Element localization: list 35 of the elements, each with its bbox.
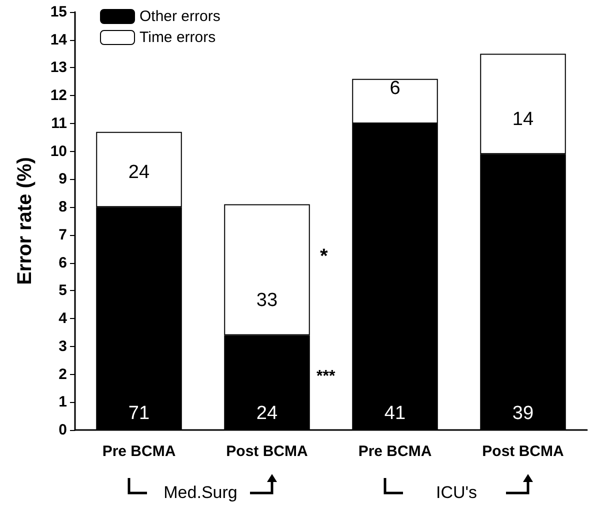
annotation: 24: [256, 403, 278, 425]
y-tick-label: 9: [58, 170, 67, 188]
annotation: 41: [384, 403, 406, 425]
y-tick-label: 2: [58, 366, 67, 383]
y-tick-label: 11: [51, 114, 67, 132]
annotation: 71: [128, 403, 150, 425]
x-tick-label: Pre BCMA: [102, 443, 176, 460]
x-tick-label: Post BCMA: [482, 443, 564, 460]
annotation: ***: [316, 368, 336, 386]
y-tick-label: 12: [50, 87, 67, 104]
legend-label: Time errors: [140, 29, 216, 46]
text: Med.Surg: [164, 483, 238, 503]
y-tick-label: 3: [58, 338, 67, 355]
x-tick-label: Pre BCMA: [358, 443, 432, 460]
y-tick-label: 5: [58, 282, 67, 300]
annotation: 24: [128, 162, 150, 184]
y-tick-label: 8: [58, 198, 67, 216]
y-tick-label: 0: [58, 422, 67, 438]
y-axis-title: Error rate (%): [14, 157, 36, 285]
y-tick-label: 6: [58, 254, 67, 272]
legend-label: Other errors: [140, 8, 220, 25]
annotation: *: [320, 246, 328, 269]
y-tick-label: 13: [50, 59, 67, 76]
annotation: 14: [512, 109, 534, 132]
y-tick-label: 10: [50, 142, 67, 160]
annotation: 6: [390, 78, 400, 100]
annotation: 39: [512, 403, 534, 425]
x-tick-label: Post BCMA: [226, 443, 308, 460]
annotation: 33: [256, 290, 278, 312]
y-tick-label: 14: [50, 31, 68, 48]
y-tick-label: 15: [50, 4, 67, 20]
y-tick-label: 7: [58, 226, 67, 244]
text: ICU's: [436, 483, 478, 503]
y-tick-label: 4: [58, 310, 68, 328]
y-tick-label: 1: [58, 394, 67, 411]
